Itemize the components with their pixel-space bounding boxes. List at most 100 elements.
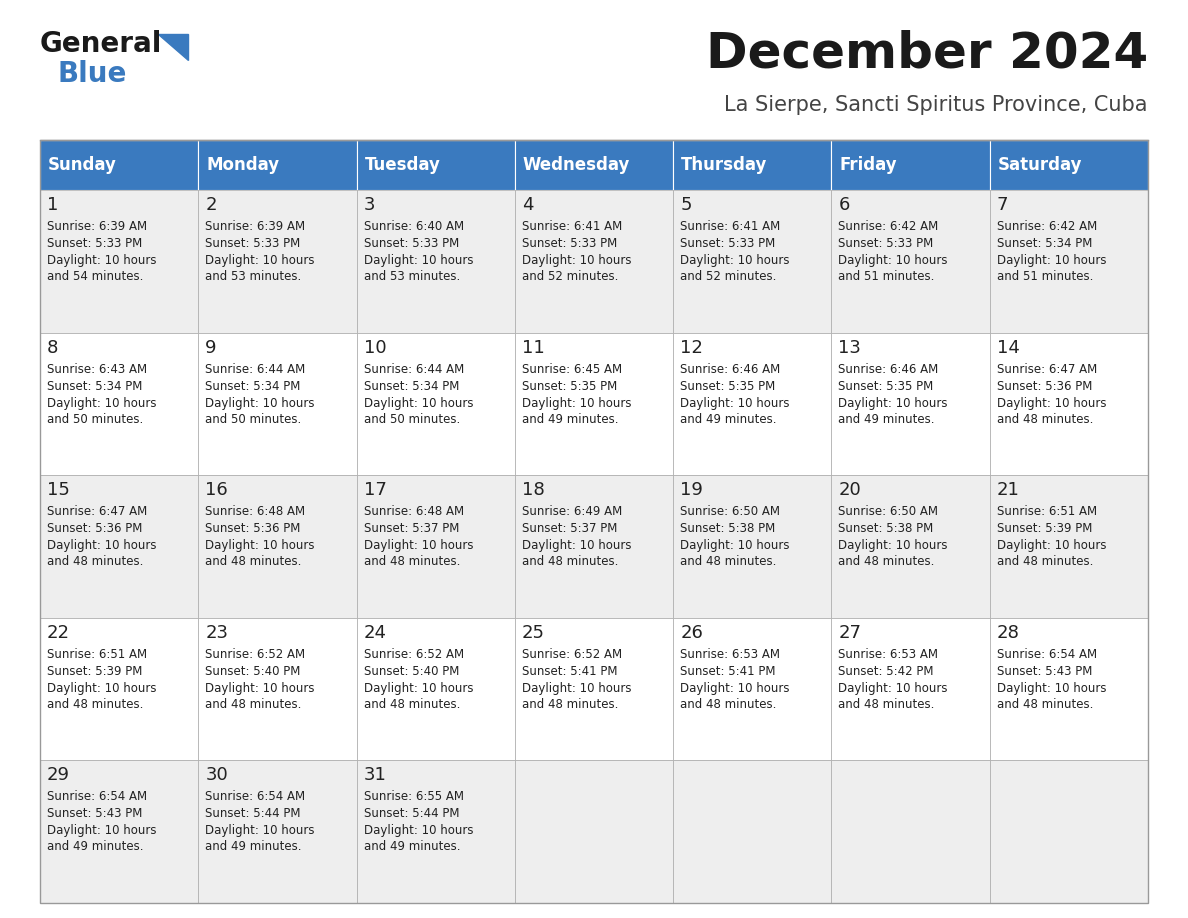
- Text: Sunset: 5:34 PM: Sunset: 5:34 PM: [997, 237, 1092, 250]
- Text: Sunset: 5:35 PM: Sunset: 5:35 PM: [681, 380, 776, 393]
- Text: 10: 10: [364, 339, 386, 356]
- Bar: [356, 190, 514, 332]
- Bar: [514, 140, 674, 190]
- Text: Sunset: 5:33 PM: Sunset: 5:33 PM: [206, 237, 301, 250]
- Text: 16: 16: [206, 481, 228, 499]
- Text: Daylight: 10 hours: Daylight: 10 hours: [997, 397, 1106, 409]
- Text: 11: 11: [522, 339, 544, 356]
- Text: Sunrise: 6:45 AM: Sunrise: 6:45 AM: [522, 363, 623, 375]
- Text: Sunrise: 6:41 AM: Sunrise: 6:41 AM: [681, 220, 781, 233]
- Text: Monday: Monday: [207, 156, 279, 174]
- Text: 25: 25: [522, 624, 545, 642]
- Text: and 52 minutes.: and 52 minutes.: [522, 270, 618, 283]
- Bar: [198, 140, 356, 190]
- Text: Sunset: 5:36 PM: Sunset: 5:36 PM: [997, 380, 1092, 393]
- Text: Sunrise: 6:46 AM: Sunrise: 6:46 AM: [681, 363, 781, 375]
- Text: and 51 minutes.: and 51 minutes.: [997, 270, 1093, 283]
- Text: Sunset: 5:34 PM: Sunset: 5:34 PM: [48, 380, 143, 393]
- Text: and 50 minutes.: and 50 minutes.: [364, 412, 460, 426]
- Bar: [514, 618, 674, 760]
- Text: Sunset: 5:35 PM: Sunset: 5:35 PM: [839, 380, 934, 393]
- Text: Sunset: 5:37 PM: Sunset: 5:37 PM: [364, 522, 459, 535]
- Text: 20: 20: [839, 481, 861, 499]
- Bar: [674, 618, 832, 760]
- Text: Daylight: 10 hours: Daylight: 10 hours: [206, 824, 315, 837]
- Text: 23: 23: [206, 624, 228, 642]
- Bar: [356, 618, 514, 760]
- Text: Sunrise: 6:53 AM: Sunrise: 6:53 AM: [681, 648, 781, 661]
- Bar: [40, 332, 198, 476]
- Text: Daylight: 10 hours: Daylight: 10 hours: [839, 397, 948, 409]
- Text: Sunrise: 6:52 AM: Sunrise: 6:52 AM: [522, 648, 623, 661]
- Text: Daylight: 10 hours: Daylight: 10 hours: [839, 682, 948, 695]
- Text: Daylight: 10 hours: Daylight: 10 hours: [364, 682, 473, 695]
- Text: Sunset: 5:44 PM: Sunset: 5:44 PM: [206, 808, 301, 821]
- Text: 1: 1: [48, 196, 58, 214]
- Bar: [674, 332, 832, 476]
- Text: 7: 7: [997, 196, 1009, 214]
- Text: Sunrise: 6:55 AM: Sunrise: 6:55 AM: [364, 790, 463, 803]
- Text: Sunset: 5:43 PM: Sunset: 5:43 PM: [997, 665, 1092, 677]
- Text: Sunrise: 6:47 AM: Sunrise: 6:47 AM: [997, 363, 1097, 375]
- Bar: [832, 760, 990, 903]
- Text: Sunrise: 6:48 AM: Sunrise: 6:48 AM: [364, 505, 463, 518]
- Text: Sunset: 5:34 PM: Sunset: 5:34 PM: [364, 380, 459, 393]
- Text: and 48 minutes.: and 48 minutes.: [522, 698, 618, 711]
- Text: Sunrise: 6:44 AM: Sunrise: 6:44 AM: [364, 363, 463, 375]
- Bar: [40, 760, 198, 903]
- Text: 27: 27: [839, 624, 861, 642]
- Text: Sunrise: 6:43 AM: Sunrise: 6:43 AM: [48, 363, 147, 375]
- Text: Sunset: 5:36 PM: Sunset: 5:36 PM: [206, 522, 301, 535]
- Text: 21: 21: [997, 481, 1019, 499]
- Text: Sunset: 5:40 PM: Sunset: 5:40 PM: [206, 665, 301, 677]
- Text: Sunrise: 6:54 AM: Sunrise: 6:54 AM: [206, 790, 305, 803]
- Text: and 54 minutes.: and 54 minutes.: [48, 270, 144, 283]
- Text: Sunrise: 6:40 AM: Sunrise: 6:40 AM: [364, 220, 463, 233]
- Text: Sunset: 5:41 PM: Sunset: 5:41 PM: [681, 665, 776, 677]
- Bar: [198, 332, 356, 476]
- Text: Sunset: 5:33 PM: Sunset: 5:33 PM: [681, 237, 776, 250]
- Text: Sunset: 5:44 PM: Sunset: 5:44 PM: [364, 808, 459, 821]
- Text: Tuesday: Tuesday: [365, 156, 441, 174]
- Bar: [356, 140, 514, 190]
- Bar: [674, 190, 832, 332]
- Text: Daylight: 10 hours: Daylight: 10 hours: [522, 682, 631, 695]
- Text: 6: 6: [839, 196, 849, 214]
- Polygon shape: [158, 34, 188, 60]
- Text: Sunrise: 6:52 AM: Sunrise: 6:52 AM: [206, 648, 305, 661]
- Bar: [356, 476, 514, 618]
- Text: Sunset: 5:40 PM: Sunset: 5:40 PM: [364, 665, 459, 677]
- Text: 3: 3: [364, 196, 375, 214]
- Text: 17: 17: [364, 481, 386, 499]
- Text: Daylight: 10 hours: Daylight: 10 hours: [48, 682, 157, 695]
- Text: Wednesday: Wednesday: [523, 156, 630, 174]
- Text: Sunset: 5:37 PM: Sunset: 5:37 PM: [522, 522, 618, 535]
- Text: Daylight: 10 hours: Daylight: 10 hours: [839, 539, 948, 553]
- Text: Sunset: 5:34 PM: Sunset: 5:34 PM: [206, 380, 301, 393]
- Text: and 48 minutes.: and 48 minutes.: [839, 555, 935, 568]
- Text: and 48 minutes.: and 48 minutes.: [997, 412, 1093, 426]
- Text: Sunrise: 6:39 AM: Sunrise: 6:39 AM: [206, 220, 305, 233]
- Text: Daylight: 10 hours: Daylight: 10 hours: [522, 539, 631, 553]
- Text: Daylight: 10 hours: Daylight: 10 hours: [48, 539, 157, 553]
- Text: Sunrise: 6:42 AM: Sunrise: 6:42 AM: [839, 220, 939, 233]
- Text: and 48 minutes.: and 48 minutes.: [364, 555, 460, 568]
- Text: 15: 15: [48, 481, 70, 499]
- Text: and 49 minutes.: and 49 minutes.: [48, 840, 144, 854]
- Bar: [674, 140, 832, 190]
- Text: Sunset: 5:33 PM: Sunset: 5:33 PM: [364, 237, 459, 250]
- Text: Sunrise: 6:50 AM: Sunrise: 6:50 AM: [681, 505, 781, 518]
- Bar: [674, 760, 832, 903]
- Bar: [990, 760, 1148, 903]
- Text: 29: 29: [48, 767, 70, 784]
- Text: 24: 24: [364, 624, 386, 642]
- Text: Sunrise: 6:51 AM: Sunrise: 6:51 AM: [48, 648, 147, 661]
- Bar: [990, 332, 1148, 476]
- Text: Sunset: 5:42 PM: Sunset: 5:42 PM: [839, 665, 934, 677]
- Text: Sunrise: 6:47 AM: Sunrise: 6:47 AM: [48, 505, 147, 518]
- Text: 26: 26: [681, 624, 703, 642]
- Text: Sunrise: 6:46 AM: Sunrise: 6:46 AM: [839, 363, 939, 375]
- Text: Daylight: 10 hours: Daylight: 10 hours: [522, 397, 631, 409]
- Text: Sunset: 5:33 PM: Sunset: 5:33 PM: [839, 237, 934, 250]
- Text: Daylight: 10 hours: Daylight: 10 hours: [364, 539, 473, 553]
